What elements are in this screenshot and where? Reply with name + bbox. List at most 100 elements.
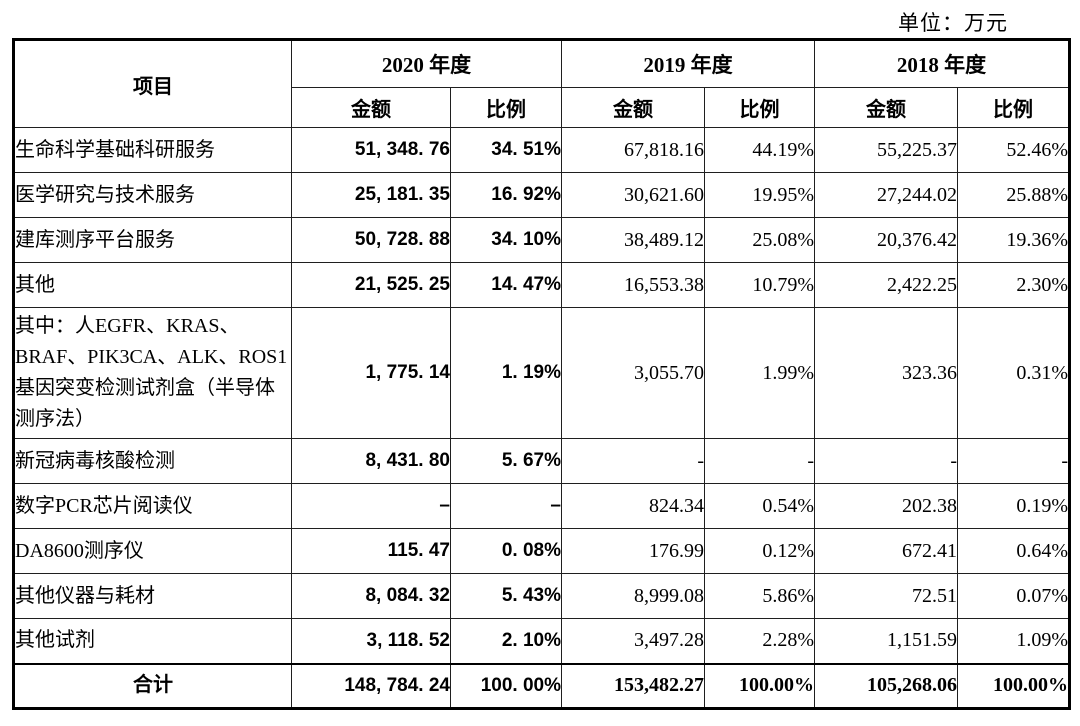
- cell-2020-ratio: 34. 51%: [450, 127, 562, 173]
- cell-2020-amount: 25, 181. 35: [291, 172, 451, 218]
- cell-2019-amount: -: [561, 438, 705, 484]
- cell-2020-ratio: 2. 10%: [450, 618, 562, 664]
- cell-2018-ratio: 25.88%: [957, 172, 1070, 218]
- cell-item: 数字PCR芯片阅读仪: [13, 483, 292, 529]
- cell-2019-ratio: 19.95%: [704, 172, 815, 218]
- cell-2018-amount: 55,225.37: [814, 127, 958, 173]
- cell-2018-amount: 27,244.02: [814, 172, 958, 218]
- cell-2018-amount: 2,422.25: [814, 262, 958, 308]
- cell-2018-ratio: 1.09%: [957, 618, 1070, 664]
- cell-2020-ratio: 5. 67%: [450, 438, 562, 484]
- total-row: 合计 148, 784. 24 100. 00% 153,482.27 100.…: [13, 662, 1070, 709]
- cell-2020-ratio: –: [450, 483, 562, 529]
- cell-2020-ratio: 16. 92%: [450, 172, 562, 218]
- cell-2019-ratio: 10.79%: [704, 262, 815, 308]
- col-header-2020: 2020 年度: [291, 39, 562, 88]
- cell-item: 其他仪器与耗材: [13, 573, 292, 619]
- table-row: DA8600测序仪 115. 47 0. 08% 176.99 0.12% 67…: [13, 528, 1070, 574]
- cell-item: 其中：人EGFR、KRAS、BRAF、PIK3CA、ALK、ROS1基因突变检测…: [13, 307, 292, 439]
- cell-2020-ratio: 5. 43%: [450, 573, 562, 619]
- cell-total-2018-ratio: 100.00%: [957, 662, 1070, 709]
- cell-2018-amount: 672.41: [814, 528, 958, 574]
- cell-2019-amount: 824.34: [561, 483, 705, 529]
- cell-2018-ratio: 52.46%: [957, 127, 1070, 173]
- cell-item: 新冠病毒核酸检测: [13, 438, 292, 484]
- cell-2018-amount: -: [814, 438, 958, 484]
- cell-2020-ratio: 1. 19%: [450, 307, 562, 439]
- cell-item: 其他试剂: [13, 618, 292, 664]
- cell-total-label: 合计: [13, 662, 292, 709]
- cell-total-2020-ratio: 100. 00%: [450, 662, 562, 709]
- col-header-2019: 2019 年度: [561, 39, 815, 88]
- cell-2019-ratio: 44.19%: [704, 127, 815, 173]
- cell-2018-amount: 72.51: [814, 573, 958, 619]
- cell-2019-ratio: 2.28%: [704, 618, 815, 664]
- cell-2020-ratio: 34. 10%: [450, 217, 562, 263]
- cell-item: 其他: [13, 262, 292, 308]
- cell-2019-amount: 3,055.70: [561, 307, 705, 439]
- subheader-2020-ratio: 比例: [450, 87, 562, 128]
- cell-2020-amount: 8, 431. 80: [291, 438, 451, 484]
- cell-2020-amount: 1, 775. 14: [291, 307, 451, 439]
- cell-2020-amount: 51, 348. 76: [291, 127, 451, 173]
- cell-2018-ratio: 0.19%: [957, 483, 1070, 529]
- col-header-item: 项目: [13, 39, 292, 128]
- cell-2018-ratio: 0.31%: [957, 307, 1070, 439]
- cell-2019-amount: 176.99: [561, 528, 705, 574]
- cell-2020-ratio: 14. 47%: [450, 262, 562, 308]
- cell-2018-ratio: 0.07%: [957, 573, 1070, 619]
- cell-2020-amount: 8, 084. 32: [291, 573, 451, 619]
- cell-2019-ratio: -: [704, 438, 815, 484]
- subheader-2018-amount: 金额: [814, 87, 958, 128]
- cell-2019-amount: 38,489.12: [561, 217, 705, 263]
- subheader-2019-amount: 金额: [561, 87, 705, 128]
- cell-item: 生命科学基础科研服务: [13, 127, 292, 173]
- cell-2019-amount: 67,818.16: [561, 127, 705, 173]
- table-row: 医学研究与技术服务 25, 181. 35 16. 92% 30,621.60 …: [13, 172, 1070, 218]
- cell-2020-amount: 50, 728. 88: [291, 217, 451, 263]
- cell-2019-amount: 8,999.08: [561, 573, 705, 619]
- table-row: 建库测序平台服务 50, 728. 88 34. 10% 38,489.12 2…: [13, 217, 1070, 263]
- cell-2020-amount: 115. 47: [291, 528, 451, 574]
- cell-item: 医学研究与技术服务: [13, 172, 292, 218]
- revenue-table: 项目 2020 年度 2019 年度 2018 年度 金额 比例 金额 比例 金…: [12, 38, 1071, 710]
- table-row: 生命科学基础科研服务 51, 348. 76 34. 51% 67,818.16…: [13, 127, 1070, 173]
- cell-2019-ratio: 25.08%: [704, 217, 815, 263]
- cell-total-2018-amount: 105,268.06: [814, 662, 958, 709]
- cell-2018-ratio: 2.30%: [957, 262, 1070, 308]
- table-row: 其他试剂 3, 118. 52 2. 10% 3,497.28 2.28% 1,…: [13, 618, 1070, 664]
- cell-item: 建库测序平台服务: [13, 217, 292, 263]
- cell-2020-amount: –: [291, 483, 451, 529]
- cell-item: DA8600测序仪: [13, 528, 292, 574]
- table-row: 其他仪器与耗材 8, 084. 32 5. 43% 8,999.08 5.86%…: [13, 573, 1070, 619]
- cell-2019-ratio: 5.86%: [704, 573, 815, 619]
- cell-2018-amount: 202.38: [814, 483, 958, 529]
- cell-2020-ratio: 0. 08%: [450, 528, 562, 574]
- cell-2019-amount: 3,497.28: [561, 618, 705, 664]
- cell-2019-amount: 16,553.38: [561, 262, 705, 308]
- cell-total-2020-amount: 148, 784. 24: [291, 662, 451, 709]
- table-row: 新冠病毒核酸检测 8, 431. 80 5. 67% - - - -: [13, 438, 1070, 484]
- subheader-2020-amount: 金额: [291, 87, 451, 128]
- table-row: 其中：人EGFR、KRAS、BRAF、PIK3CA、ALK、ROS1基因突变检测…: [13, 307, 1070, 439]
- cell-total-2019-amount: 153,482.27: [561, 662, 705, 709]
- unit-label: 单位：万元: [898, 11, 1008, 35]
- cell-2018-amount: 323.36: [814, 307, 958, 439]
- cell-2020-amount: 3, 118. 52: [291, 618, 451, 664]
- cell-2019-ratio: 0.54%: [704, 483, 815, 529]
- header-row-sub: 金额 比例 金额 比例 金额 比例: [14, 87, 1070, 128]
- cell-total-2019-ratio: 100.00%: [704, 662, 815, 709]
- cell-2018-amount: 1,151.59: [814, 618, 958, 664]
- cell-2020-amount: 21, 525. 25: [291, 262, 451, 308]
- cell-2018-ratio: 0.64%: [957, 528, 1070, 574]
- subheader-2018-ratio: 比例: [957, 87, 1070, 128]
- col-header-2018: 2018 年度: [814, 39, 1070, 88]
- cell-2018-ratio: 19.36%: [957, 217, 1070, 263]
- cell-2018-amount: 20,376.42: [814, 217, 958, 263]
- subheader-2019-ratio: 比例: [704, 87, 815, 128]
- cell-2019-ratio: 0.12%: [704, 528, 815, 574]
- cell-2019-amount: 30,621.60: [561, 172, 705, 218]
- header-row-years: 项目 2020 年度 2019 年度 2018 年度: [13, 39, 1070, 128]
- table-row: 数字PCR芯片阅读仪 – – 824.34 0.54% 202.38 0.19%: [13, 483, 1070, 529]
